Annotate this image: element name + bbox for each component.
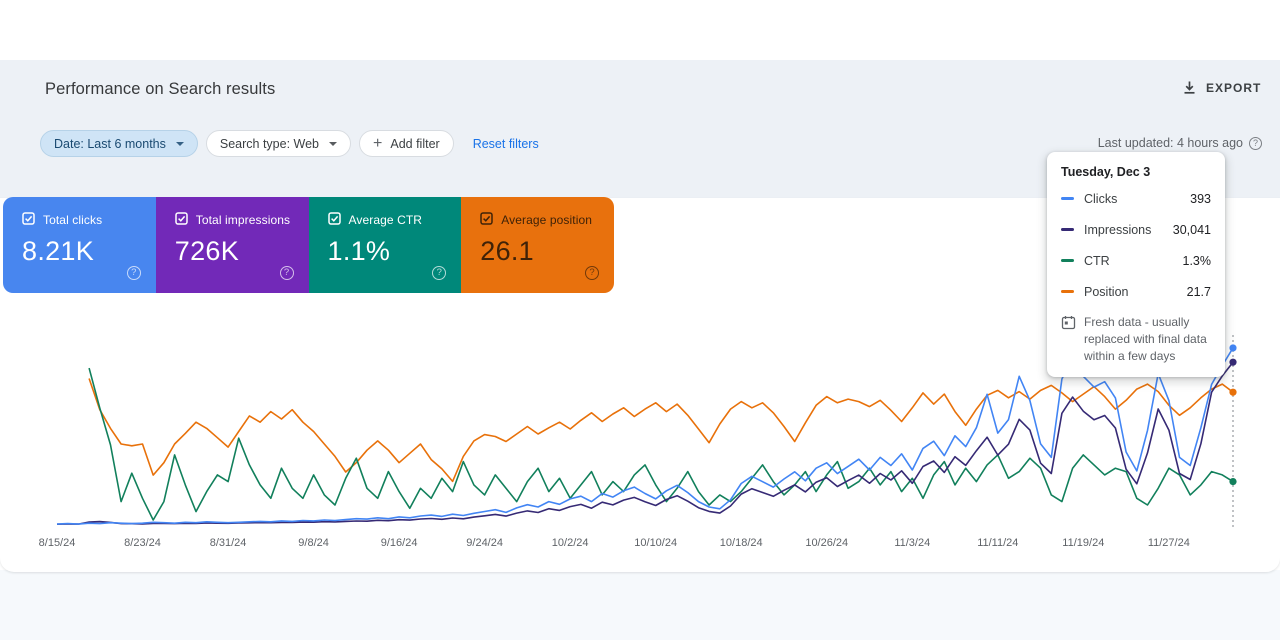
x-axis-tick-label: 11/27/24 [1147,537,1190,549]
x-axis-tick-label: 11/3/24 [894,537,931,549]
chevron-down-icon [329,141,338,146]
fresh-data-note: Fresh data - usually replaced with final… [1061,314,1211,365]
tooltip-metric-value: 1.3% [1182,253,1212,268]
chart-hover-tooltip: Tuesday, Dec 3 Clicks 393 Impressions 30,04… [1047,152,1225,377]
x-axis-tick-label: 11/19/24 [1062,537,1105,549]
export-label: EXPORT [1206,80,1262,95]
plus-icon: + [373,134,383,152]
tooltip-metric-label: CTR [1084,253,1110,268]
tooltip-metric-label: Clicks [1084,191,1118,206]
x-axis-tick-label: 8/31/24 [209,537,247,549]
checkbox-checked-icon[interactable] [175,212,188,228]
help-icon[interactable]: ? [432,266,447,280]
hover-point-dot [1229,388,1237,396]
x-axis-tick-label: 9/8/24 [298,537,329,549]
checkbox-checked-icon[interactable] [327,212,341,228]
hover-point-dot [1229,344,1237,352]
tooltip-date: Tuesday, Dec 3 [1061,165,1151,179]
x-axis-tick-label: 10/26/24 [805,537,849,549]
checkbox-checked-icon[interactable] [22,212,35,228]
hover-point-dot [1229,358,1237,366]
x-axis-tick-label: 9/16/24 [380,537,418,549]
metric-card-average-ctr[interactable]: Average CTR 1.1%? [308,197,462,293]
date-filter-label: Date: Last 6 months [54,136,166,151]
page-background-bottom [0,570,1280,640]
position-line [88,378,1234,483]
metric-card-value: 8.21K [22,236,95,266]
series-color-dash-icon [1061,259,1074,262]
tooltip-row-impressions: Impressions 30,041 [1061,214,1211,245]
metric-cards-row: Total clicks 8.21K? Total impressions 726K?… [3,197,614,293]
help-icon[interactable]: ? [585,266,599,280]
help-icon[interactable]: ? [1249,136,1262,150]
tooltip-row-position: Position 21.7 [1061,276,1211,307]
x-axis-labels: 8/15/24 8/23/24 8/31/24 9/8/24 9/16/24 9/24/2… [0,537,1280,551]
series-color-dash-icon [1061,228,1074,231]
download-icon [1182,80,1197,95]
metric-card-label: Total clicks [43,213,103,227]
x-axis-tick-label: 9/24/24 [466,537,503,549]
metric-card-label: Average CTR [348,213,423,227]
x-axis-tick-label: 10/18/24 [719,537,763,549]
last-updated-status: Last updated: 4 hours ago ? [1098,136,1262,150]
help-icon[interactable]: ? [279,266,294,280]
metric-card-label: Average position [501,213,593,227]
add-filter-label: Add filter [390,136,440,151]
tooltip-metric-label: Impressions [1084,222,1152,237]
tooltip-row-ctr: CTR 1.3% [1061,245,1211,276]
page-title: Performance on Search results [45,80,276,98]
add-filter-chip[interactable]: + Add filter [359,130,454,157]
clicks-line [56,347,1234,525]
impressions-line [56,361,1234,525]
metric-card-value: 726K [174,236,240,266]
x-axis-tick-label: 8/15/24 [38,537,76,549]
metric-card-total-clicks[interactable]: Total clicks 8.21K? [3,197,156,293]
tooltip-metric-value: 21.7 [1186,284,1211,299]
metric-card-average-position[interactable]: Average position 26.1? [461,197,614,293]
last-updated-text: Last updated: 4 hours ago [1097,136,1243,150]
x-axis-tick-label: 11/11/24 [977,537,1019,549]
tooltip-metric-label: Position [1084,284,1129,299]
tooltip-row-clicks: Clicks 393 [1061,183,1211,214]
metric-card-total-impressions[interactable]: Total impressions 726K? [155,197,309,293]
help-icon[interactable]: ? [126,266,141,280]
search-type-filter-chip[interactable]: Search type: Web [205,130,352,157]
checkbox-checked-icon[interactable] [480,212,493,228]
filter-bar: Date: Last 6 months Search type: Web + A… [40,130,539,157]
performance-line-chart[interactable] [0,330,1280,540]
metric-card-label: Total impressions [195,213,291,227]
tooltip-metric-value: 393 [1190,191,1211,206]
x-axis-tick-label: 10/2/24 [551,537,589,549]
tooltip-metric-value: 30,041 [1172,222,1211,237]
metric-card-value: 26.1 [480,236,534,266]
series-color-dash-icon [1061,290,1074,293]
chevron-down-icon [175,141,184,146]
date-filter-chip[interactable]: Date: Last 6 months [40,130,198,157]
metric-card-value: 1.1% [327,236,391,266]
fresh-data-calendar-icon [1061,314,1076,365]
x-axis-tick-label: 10/10/24 [634,537,678,549]
x-axis-tick-label: 8/23/24 [124,537,161,549]
reset-filters-link[interactable]: Reset filters [472,136,539,151]
tooltip-rows: Clicks 393 Impressions 30,041 CTR 1.3% Positio… [1061,183,1211,307]
search-type-label: Search type: Web [219,136,320,151]
export-button[interactable]: EXPORT [1182,80,1261,95]
fresh-data-text: Fresh data - usually replaced with final… [1084,315,1207,363]
ctr-line [88,367,1234,521]
hover-point-dot [1229,477,1237,486]
series-color-dash-icon [1061,197,1074,200]
